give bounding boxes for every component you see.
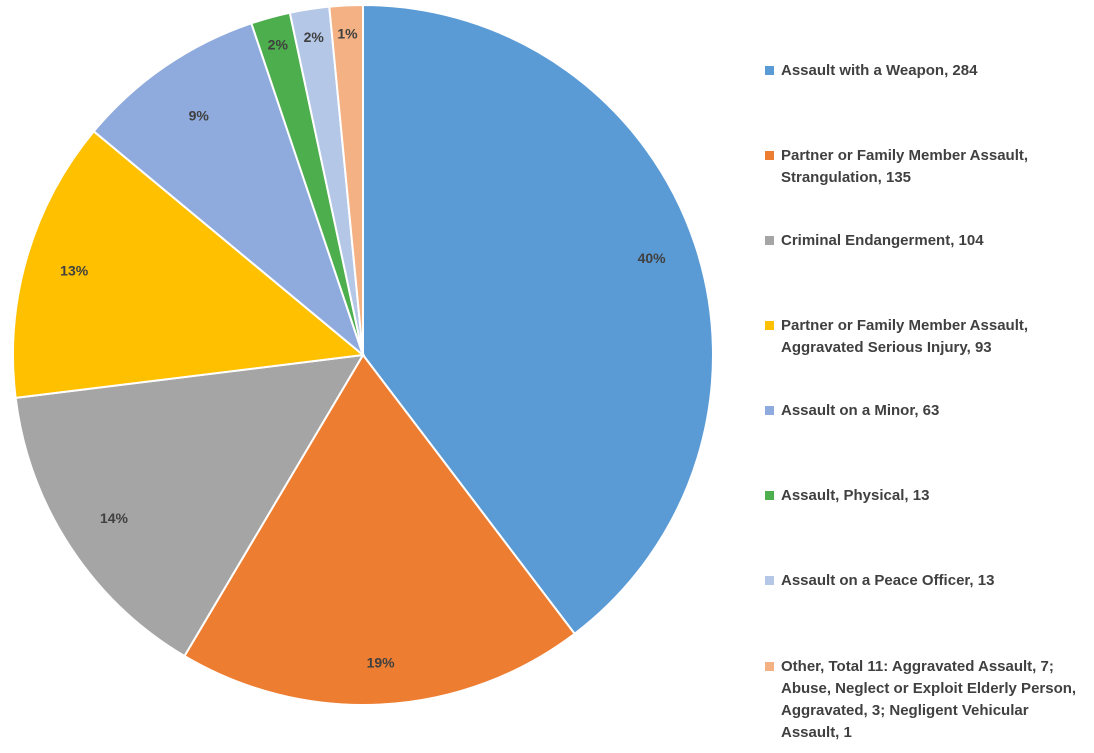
legend-swatch-0	[765, 66, 774, 75]
data-label-6: 2%	[304, 29, 325, 45]
pie-slice-4	[92, 22, 366, 359]
legend-label-1: Partner or Family Member Assault, Strang…	[781, 147, 1029, 186]
legend-swatch-5	[765, 491, 774, 500]
legend-swatch-2	[765, 236, 774, 245]
legend-item-3: Partner or Family Member Assault, Aggrav…	[765, 315, 1086, 359]
legend-label-5: Assault, Physical, 13	[781, 487, 930, 504]
legend-label-7: Other, Total 11: Aggravated Assault, 7; …	[781, 658, 1077, 741]
pie-chart: 40% 19% 14% 13% 9% 2% 2% 1%	[12, 3, 714, 706]
legend-item-5: Assault, Physical, 13	[765, 485, 1086, 507]
legend-item-1: Partner or Family Member Assault, Strang…	[765, 145, 1086, 189]
legend-item-6: Assault on a Peace Officer, 13	[765, 570, 1086, 592]
legend-swatch-7	[765, 662, 774, 671]
legend-swatch-6	[765, 576, 774, 585]
legend: Assault with a Weapon, 284 Partner or Fa…	[765, 0, 1090, 753]
data-label-0: 40%	[638, 250, 667, 266]
data-label-5: 2%	[268, 37, 289, 53]
data-label-1: 19%	[367, 655, 396, 671]
pie-slice-0	[362, 3, 714, 636]
pie-slice-2	[14, 353, 365, 658]
data-label-2: 14%	[100, 510, 129, 526]
pie-chart-svg: 40% 19% 14% 13% 9% 2% 2% 1%	[12, 3, 714, 706]
legend-swatch-3	[765, 321, 774, 330]
data-label-4: 9%	[189, 107, 210, 123]
legend-label-0: Assault with a Weapon, 284	[781, 62, 978, 79]
data-label-7: 1%	[337, 25, 358, 41]
legend-item-0: Assault with a Weapon, 284	[765, 60, 1086, 82]
data-label-3: 13%	[60, 262, 89, 278]
legend-item-2: Criminal Endangerment, 104	[765, 230, 1086, 252]
pie-slice-7	[328, 3, 364, 356]
legend-item-7: Other, Total 11: Aggravated Assault, 7; …	[765, 656, 1086, 744]
legend-swatch-4	[765, 406, 774, 415]
pie-slice-3	[12, 129, 366, 400]
legend-label-6: Assault on a Peace Officer, 13	[781, 572, 995, 589]
legend-label-4: Assault on a Minor, 63	[781, 402, 940, 419]
legend-label-3: Partner or Family Member Assault, Aggrav…	[781, 317, 1029, 356]
pie-slice-1	[183, 353, 577, 706]
legend-swatch-1	[765, 151, 774, 160]
legend-item-4: Assault on a Minor, 63	[765, 400, 1086, 422]
legend-label-2: Criminal Endangerment, 104	[781, 232, 984, 249]
